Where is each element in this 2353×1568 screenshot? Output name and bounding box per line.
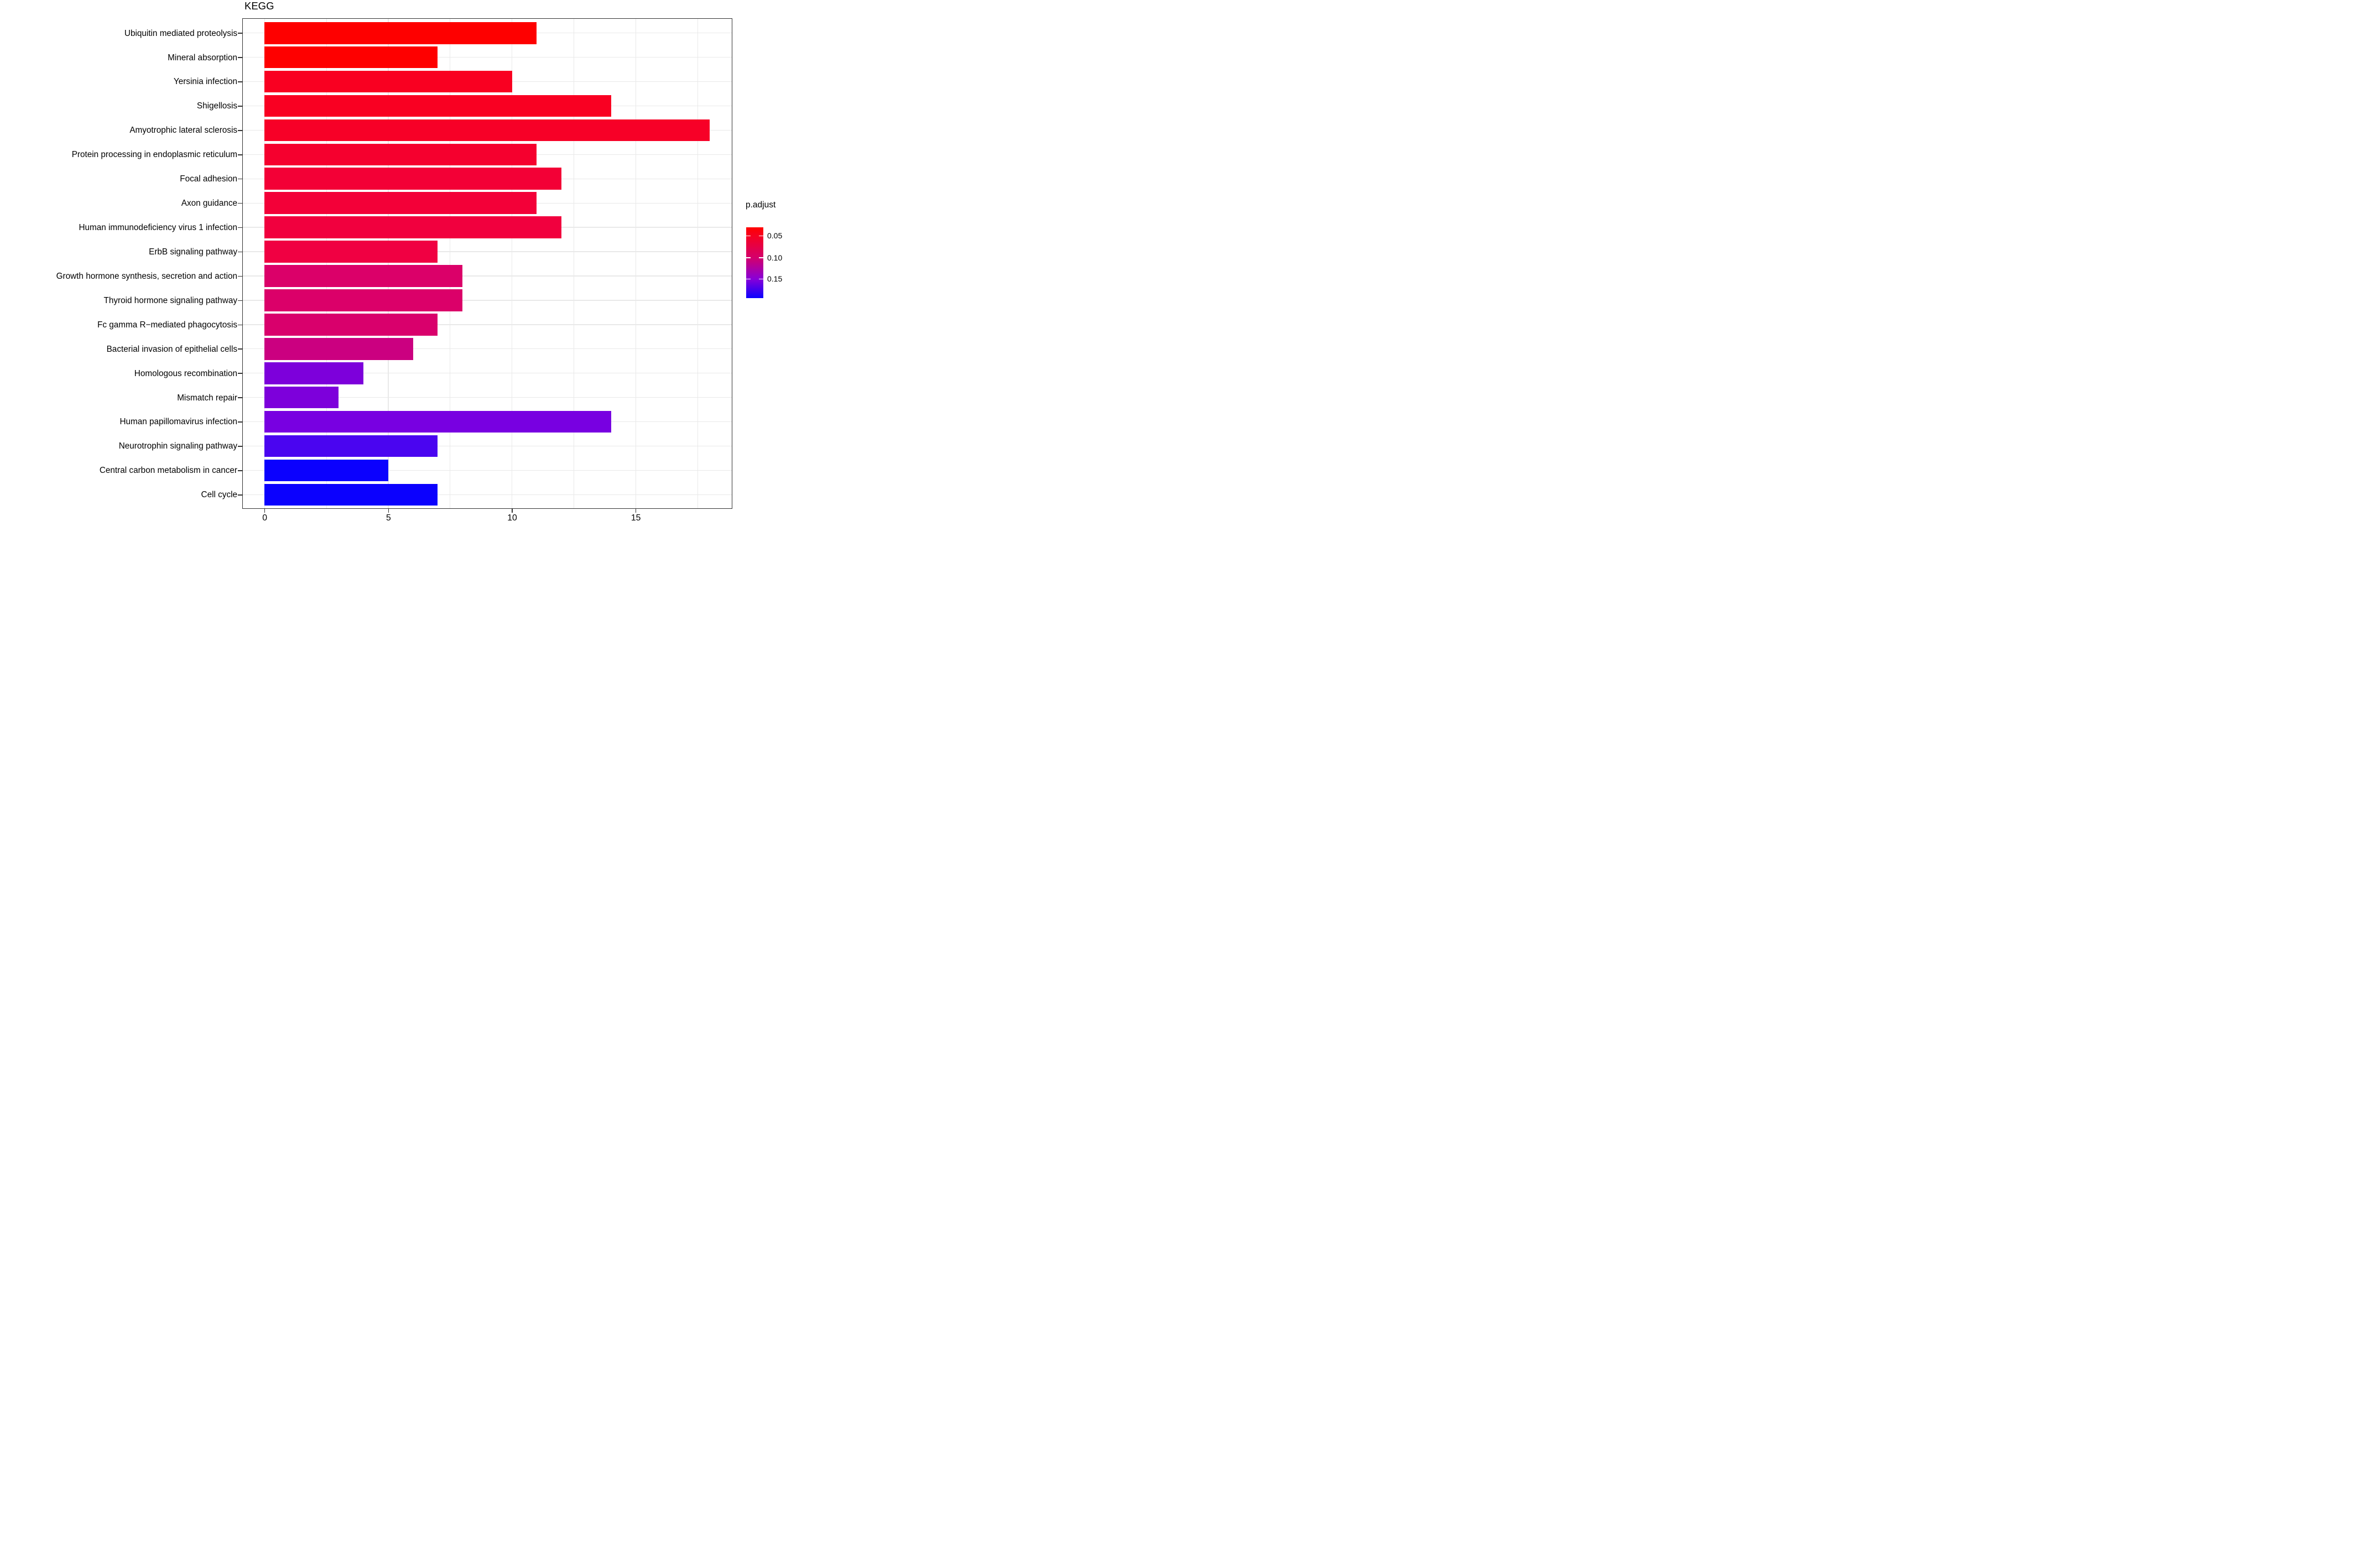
gridline-horizontal <box>243 56 732 58</box>
legend-tick-mark <box>746 257 751 258</box>
bar <box>264 386 339 409</box>
gridline-vertical-minor <box>697 19 698 508</box>
y-axis-label: Amyotrophic lateral sclerosis <box>129 126 237 136</box>
bar <box>264 362 364 384</box>
y-axis-label: Bacterial invasion of epithelial cells <box>106 344 237 354</box>
y-axis-tick <box>238 178 243 180</box>
legend-tick-mark <box>746 278 751 280</box>
y-axis-label: Protein processing in endoplasmic reticu… <box>71 150 237 160</box>
y-axis-label: ErbB signaling pathway <box>149 247 237 257</box>
y-axis-tick <box>238 300 243 301</box>
x-axis-label: 15 <box>631 513 641 523</box>
x-axis-label: 5 <box>386 513 391 523</box>
bar <box>264 337 413 360</box>
gridline-vertical-major <box>264 19 265 508</box>
gridline-horizontal <box>243 470 732 471</box>
y-axis-tick <box>238 154 243 155</box>
y-axis-label: Shigellosis <box>196 101 237 111</box>
y-axis-tick <box>238 421 243 423</box>
y-axis-label: Mineral absorption <box>168 53 237 62</box>
y-axis-tick <box>238 227 243 228</box>
y-axis-label: Human papillomavirus infection <box>119 417 237 427</box>
bar <box>264 314 438 336</box>
legend-gradient-bar <box>746 227 763 298</box>
y-axis-tick <box>238 33 243 34</box>
legend-tick-mark <box>746 235 751 237</box>
y-axis-tick <box>238 494 243 496</box>
bar <box>264 192 537 215</box>
legend-tick-label: 0.10 <box>767 253 783 263</box>
y-axis-tick <box>238 57 243 58</box>
y-axis-label: Yersinia infection <box>173 77 237 87</box>
bar <box>264 483 438 506</box>
bar <box>264 22 537 44</box>
chart-title: KEGG <box>244 0 274 12</box>
bar <box>264 46 438 69</box>
bar <box>264 241 438 263</box>
bar <box>264 119 710 142</box>
kegg-bar-chart: KEGG Ubiquitin mediated proteolysis Miner… <box>0 0 784 523</box>
y-axis-tick <box>238 446 243 447</box>
legend-title: p.adjust <box>746 200 776 210</box>
y-axis-tick <box>238 202 243 204</box>
y-axis-label: Growth hormone synthesis, secretion and … <box>56 271 237 281</box>
legend-tick-mark <box>758 235 763 237</box>
gridline-horizontal <box>243 324 732 325</box>
y-axis-tick <box>238 81 243 82</box>
y-axis-tick <box>238 470 243 471</box>
bar <box>264 459 388 482</box>
bar <box>264 435 438 457</box>
bar <box>264 168 562 190</box>
y-axis-label: Cell cycle <box>201 490 237 500</box>
gridline-horizontal <box>243 251 732 252</box>
legend-tick-mark <box>758 257 763 258</box>
x-axis-tick <box>512 508 513 513</box>
y-axis-tick <box>238 106 243 107</box>
bar <box>264 70 512 93</box>
y-axis-label: Neurotrophin signaling pathway <box>118 441 237 451</box>
x-axis-label: 10 <box>507 513 517 523</box>
bar <box>264 216 562 238</box>
gridline-horizontal <box>243 397 732 398</box>
x-axis-tick <box>635 508 637 513</box>
y-axis-label: Homologous recombination <box>134 368 237 378</box>
y-axis-tick <box>238 397 243 398</box>
y-axis-tick <box>238 373 243 374</box>
legend-tick-label: 0.15 <box>767 274 783 284</box>
y-axis-label: Central carbon metabolism in cancer <box>99 466 237 476</box>
y-axis-label: Ubiquitin mediated proteolysis <box>124 28 237 38</box>
y-axis-tick <box>238 251 243 253</box>
y-axis-label: Fc gamma R−mediated phagocytosis <box>97 320 237 330</box>
gridline-horizontal <box>243 494 732 496</box>
gridline-horizontal <box>243 275 732 277</box>
y-axis-label: Mismatch repair <box>177 393 237 403</box>
gridline-horizontal <box>243 348 732 350</box>
bar <box>264 143 537 166</box>
x-axis-label: 0 <box>262 513 268 523</box>
plot-panel <box>242 18 732 509</box>
x-axis-tick <box>264 508 266 513</box>
legend-tick-mark <box>758 278 763 280</box>
y-axis-tick <box>238 348 243 350</box>
y-axis-label: Axon guidance <box>181 199 237 209</box>
bar <box>264 265 463 287</box>
bar <box>264 289 463 311</box>
gridline-vertical-minor <box>326 19 327 508</box>
y-axis-label: Human immunodeficiency virus 1 infection <box>79 223 237 233</box>
y-axis-tick <box>238 130 243 131</box>
y-axis-label: Thyroid hormone signaling pathway <box>103 295 238 305</box>
bar <box>264 95 611 117</box>
y-axis-tick <box>238 324 243 325</box>
bar <box>264 410 611 433</box>
y-axis-label: Focal adhesion <box>180 174 237 184</box>
x-axis-tick <box>388 508 389 513</box>
y-axis-tick <box>238 275 243 277</box>
legend-tick-label: 0.05 <box>767 231 783 241</box>
